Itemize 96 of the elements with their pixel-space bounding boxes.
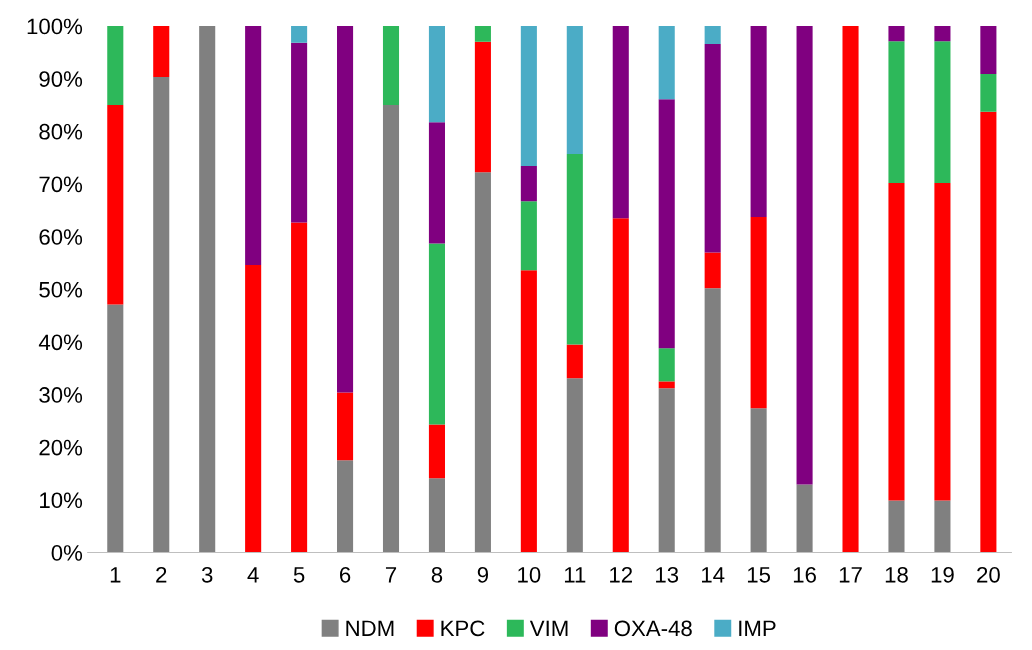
bar [520, 201, 537, 271]
x-tick-label: 5 [293, 567, 305, 583]
bar [934, 41, 951, 183]
bar [107, 304, 124, 553]
bar [107, 26, 124, 105]
bar [796, 484, 813, 553]
x-tick-label: 2 [156, 566, 167, 583]
bar [796, 26, 813, 485]
bar [704, 43, 721, 253]
bar [566, 153, 583, 345]
x-tick-label: 8 [431, 566, 443, 583]
bar [658, 99, 675, 349]
bar [291, 42, 308, 223]
bar [153, 26, 170, 78]
bar [291, 222, 308, 553]
legend-label: IMP [739, 620, 776, 636]
x-tick-label: 14 [702, 567, 725, 583]
bar [658, 26, 675, 100]
bar [566, 26, 583, 154]
y-tick-label: 10% [40, 492, 83, 509]
x-tick-label: 10 [518, 566, 541, 583]
bar [658, 388, 675, 553]
bar [382, 26, 400, 105]
x-tick-label: 1 [110, 567, 121, 583]
x-tick-label: 11 [564, 567, 586, 583]
y-tick-label: 40% [38, 334, 83, 351]
x-tick-label: 16 [793, 566, 816, 583]
bar [980, 26, 997, 74]
bar [750, 408, 767, 553]
bar [474, 41, 491, 173]
x-tick-label: 19 [931, 566, 954, 583]
bar [520, 270, 537, 553]
y-tick-label: 30% [39, 387, 83, 403]
bar [428, 424, 445, 479]
bar [612, 26, 629, 219]
x-tick-label: 15 [747, 567, 771, 583]
bar [474, 26, 491, 42]
bar [888, 182, 905, 501]
bar [934, 500, 951, 553]
bar [337, 392, 354, 461]
y-tick-label: 70% [39, 176, 83, 193]
y-tick-label: 20% [39, 439, 83, 456]
x-tick-label: 18 [885, 566, 908, 583]
bar [199, 26, 216, 553]
y-tick-label: 0% [51, 545, 83, 561]
bar [934, 26, 951, 42]
y-tick-label: 100% [27, 18, 83, 35]
bar [428, 26, 445, 123]
bar [520, 26, 537, 167]
legend-label: NDM [346, 620, 394, 636]
x-tick-label: 6 [340, 566, 351, 583]
x-tick-label: 3 [201, 566, 213, 583]
y-tick-label: 80% [39, 123, 83, 140]
bar [658, 381, 675, 389]
y-tick-label: 90% [39, 71, 83, 87]
bar [704, 288, 721, 553]
x-tick-label: 12 [610, 566, 633, 583]
bar [612, 218, 629, 553]
bar [888, 500, 905, 553]
bar [842, 26, 859, 553]
bar [980, 111, 997, 553]
x-tick-label: 13 [656, 566, 679, 583]
bar [520, 166, 537, 202]
bar [337, 26, 354, 393]
bar [245, 26, 262, 266]
bar [750, 217, 767, 409]
x-tick-label: 17 [839, 567, 862, 583]
y-tick-label: 60% [39, 229, 83, 245]
bar [153, 77, 170, 553]
x-tick-label: 9 [477, 566, 489, 583]
bar [934, 182, 951, 501]
bar [704, 26, 721, 44]
bar [428, 243, 445, 425]
bar [474, 172, 491, 553]
bar [888, 41, 905, 183]
legend-label: OXA-48 [614, 620, 692, 637]
bar [337, 460, 354, 553]
bar [704, 252, 721, 289]
bar [566, 344, 583, 379]
bar [980, 73, 997, 112]
bar [382, 104, 400, 553]
x-tick-label: 20 [977, 566, 1000, 583]
bar [428, 478, 445, 553]
legend-label: KPC [441, 620, 485, 637]
bar [566, 378, 583, 553]
bar [658, 348, 675, 382]
y-tick-label: 50% [39, 281, 83, 298]
bar [428, 122, 445, 244]
x-tick-label: 7 [385, 567, 397, 583]
x-tick-label: 4 [247, 567, 259, 583]
bar [245, 265, 262, 553]
bar [107, 104, 124, 305]
bar [291, 26, 308, 43]
legend-label: VIM [529, 620, 568, 636]
bar [750, 26, 767, 218]
bar [888, 26, 905, 42]
